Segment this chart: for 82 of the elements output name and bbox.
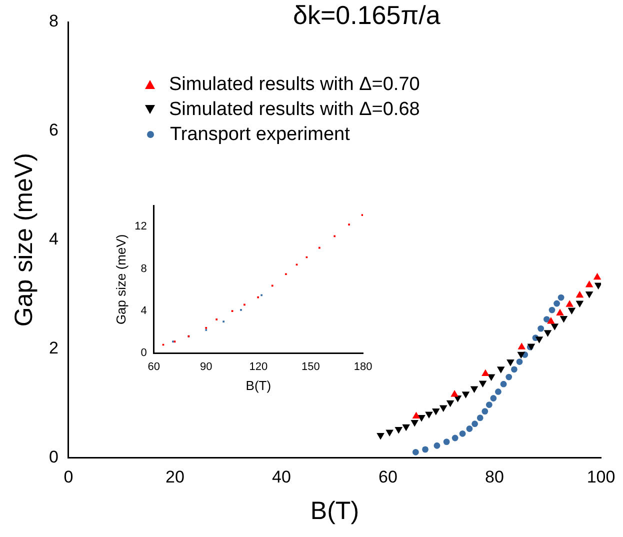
x-tick-label: 120 (249, 360, 268, 373)
legend-label: Transport experiment (170, 123, 350, 147)
point (425, 412, 433, 419)
point (594, 282, 601, 290)
y-tick-label: 12 (134, 220, 147, 233)
point (486, 402, 492, 408)
x-tick-label: 180 (354, 360, 372, 373)
x-tick-label: 20 (166, 467, 184, 486)
point (593, 272, 601, 280)
point (432, 408, 440, 416)
point (556, 308, 564, 316)
point (568, 308, 576, 315)
point (446, 400, 454, 408)
point (576, 290, 584, 298)
point (410, 420, 419, 427)
point (544, 330, 552, 337)
x-axis-title: B(T) (310, 496, 360, 525)
x-tick-label: 80 (485, 467, 504, 486)
point (517, 352, 526, 359)
point (422, 446, 428, 453)
point (434, 442, 440, 449)
point (452, 434, 458, 442)
point (554, 300, 560, 307)
point (476, 414, 484, 422)
point (478, 380, 487, 388)
point (550, 324, 559, 330)
point (548, 306, 556, 314)
point (462, 392, 470, 398)
point (566, 300, 574, 307)
y-tick-label: 2 (48, 338, 58, 358)
x-tick-label: 40 (272, 467, 291, 486)
point (518, 342, 526, 350)
point (506, 374, 512, 380)
point (376, 433, 384, 440)
y-tick-label: 0 (48, 447, 58, 466)
point (386, 430, 394, 437)
y-tick-label: 8 (140, 262, 147, 275)
x-tick-label: 60 (378, 467, 398, 486)
point (490, 395, 497, 402)
y-axis-title: Gap size (meV) (10, 152, 38, 327)
chart-title: δk=0.165π/a (293, 0, 441, 30)
y-tick-label: 4 (140, 305, 147, 318)
point (538, 325, 544, 332)
point (412, 448, 419, 456)
point (500, 380, 507, 388)
point (443, 438, 450, 446)
point (535, 336, 544, 344)
y-tick-label: 4 (48, 229, 58, 248)
point (496, 366, 505, 374)
point (402, 424, 410, 432)
point (459, 430, 466, 437)
x-tick-label: 60 (148, 360, 160, 373)
point (547, 316, 555, 324)
point (558, 294, 564, 301)
legend-label: Simulated results with Δ=0.70 (169, 73, 420, 97)
point (516, 358, 523, 365)
point (585, 291, 594, 298)
point (495, 388, 502, 395)
point (394, 427, 403, 434)
point (439, 405, 448, 412)
point (510, 366, 518, 373)
point (560, 316, 568, 323)
point (466, 426, 473, 432)
y-tick-label: 8 (48, 12, 58, 31)
x-tick-label: 90 (200, 360, 212, 373)
point (506, 360, 514, 366)
y-axis-title: Gap size (meV) (113, 234, 128, 325)
point (472, 420, 478, 428)
x-tick-label: 100 (586, 467, 616, 486)
y-tick-label: 6 (48, 120, 58, 140)
point (418, 415, 426, 422)
point (585, 280, 594, 288)
point (576, 300, 584, 308)
y-tick-label: 0 (140, 347, 147, 360)
point (487, 374, 496, 381)
legend-label: Simulated results with Δ=0.68 (169, 98, 420, 122)
x-axis-title: B(T) (246, 378, 272, 393)
point (470, 386, 478, 393)
point (543, 316, 550, 322)
x-tick-label: 0 (64, 467, 74, 486)
x-tick-label: 150 (302, 360, 320, 373)
point (482, 408, 488, 415)
